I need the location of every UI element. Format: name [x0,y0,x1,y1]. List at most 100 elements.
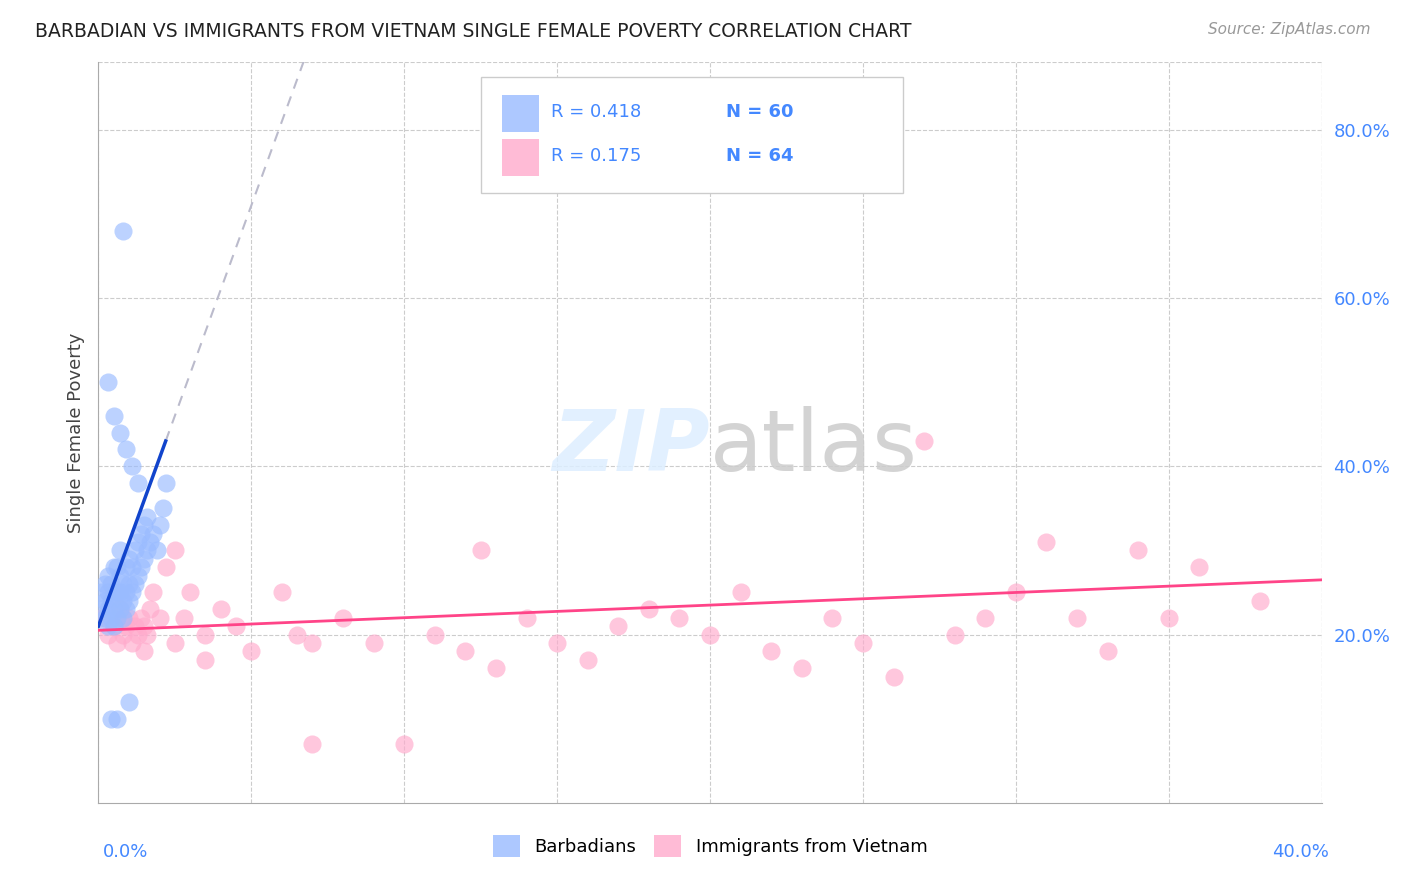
Point [121,560,143,574]
Point [852,636,875,650]
Point [301,737,323,751]
Point [127,568,149,582]
Point [103,585,125,599]
Point [668,610,690,624]
Point [93,610,115,624]
Point [118,610,141,624]
Text: 40.0%: 40.0% [1272,843,1329,861]
Point [883,670,905,684]
Point [124,577,146,591]
Bar [502,95,538,132]
Point [124,543,146,558]
Point [637,602,661,616]
Text: N = 60: N = 60 [725,103,793,121]
Point [155,476,177,491]
Point [423,627,446,641]
Point [105,636,128,650]
Point [912,434,935,448]
Point [115,602,138,616]
Point [546,636,568,650]
Point [301,636,323,650]
Point [152,501,174,516]
Text: N = 64: N = 64 [725,147,793,165]
Point [699,627,721,641]
Point [97,619,120,633]
Point [129,526,152,541]
Point [93,594,115,608]
Point [194,627,217,641]
Point [454,644,477,658]
Point [179,585,201,599]
Point [134,644,156,658]
Point [111,594,134,608]
Point [943,627,966,641]
Point [136,509,159,524]
Point [105,610,128,624]
Point [145,543,167,558]
Point [163,543,186,558]
Point [821,610,844,624]
Point [1128,543,1150,558]
Point [127,476,149,491]
Point [163,636,186,650]
Point [332,610,354,624]
Point [103,560,125,574]
Bar [502,139,538,177]
Point [225,619,247,633]
Point [118,577,141,591]
Point [1035,535,1057,549]
Point [105,712,128,726]
Point [759,644,782,658]
Point [129,610,152,624]
Point [1157,610,1180,624]
Point [974,610,997,624]
Point [209,602,232,616]
Y-axis label: Single Female Poverty: Single Female Poverty [67,333,86,533]
Point [516,610,538,624]
Point [108,425,131,440]
Point [111,627,134,641]
Point [121,636,143,650]
Point [1249,594,1271,608]
Point [129,560,152,574]
Text: R = 0.175: R = 0.175 [551,147,641,165]
Point [392,737,416,751]
Point [100,594,122,608]
Point [115,560,138,574]
Point [134,551,156,566]
Text: ZIP: ZIP [553,406,710,489]
Point [139,535,162,549]
Point [194,653,217,667]
Point [108,543,131,558]
Point [115,619,138,633]
Point [142,585,165,599]
Point [108,602,131,616]
Point [103,409,125,423]
Point [155,560,177,574]
Point [134,619,156,633]
Point [240,644,263,658]
Point [1097,644,1119,658]
Point [127,627,149,641]
Point [576,653,599,667]
Point [173,610,195,624]
FancyBboxPatch shape [481,77,903,194]
Point [100,577,122,591]
Point [121,459,143,474]
Point [97,585,120,599]
Point [105,560,128,574]
Point [111,610,134,624]
Point [124,619,146,633]
Point [607,619,630,633]
Point [139,602,162,616]
Point [121,585,143,599]
Text: atlas: atlas [710,406,918,489]
Point [111,224,134,238]
Point [485,661,508,675]
Point [270,585,292,599]
Point [97,627,120,641]
Point [115,585,138,599]
Point [1188,560,1211,574]
Point [134,518,156,533]
Point [90,610,112,624]
